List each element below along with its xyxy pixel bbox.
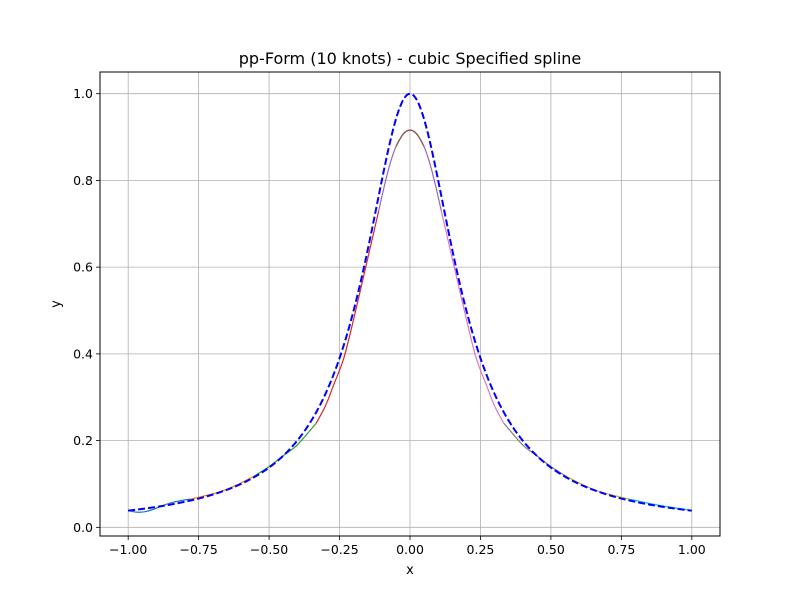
x-tick-label: 0.50 (537, 542, 565, 557)
x-axis-label: x (406, 563, 414, 578)
grid (100, 72, 720, 536)
y-tick-label: 0.2 (73, 433, 93, 448)
spline-segment-7 (503, 422, 568, 478)
y-axis-label: y (49, 300, 64, 308)
x-tick-label: −1.00 (109, 542, 147, 557)
spline-segment-2 (252, 422, 317, 478)
reference-function-line (128, 92, 692, 512)
y-tick-label: 0.0 (73, 520, 93, 535)
y-tick-label: 0.6 (73, 260, 93, 275)
spline-segment-6 (440, 210, 505, 424)
x-tick-label: 1.00 (678, 542, 706, 557)
y-tick-label: 1.0 (73, 86, 93, 101)
x-tick-label: −0.25 (320, 542, 358, 557)
spline-segment-1 (190, 476, 254, 500)
x-tick-label: 0.25 (467, 542, 495, 557)
chart-title: pp-Form (10 knots) - cubic Specified spl… (239, 49, 582, 68)
x-tick-label: −0.75 (179, 542, 217, 557)
y-tick-label: 0.4 (73, 346, 93, 361)
x-tick-label: 0.75 (607, 542, 635, 557)
y-tick-label: 0.8 (73, 173, 93, 188)
x-tick-label: −0.50 (250, 542, 288, 557)
spline-segment-8 (566, 476, 630, 500)
spline-segment-3 (315, 210, 380, 424)
spline-segment-5 (395, 129, 425, 147)
ticks: −1.00 −0.75 −0.50 −0.25 0.00 0.25 0.50 0.75 1.00… (73, 86, 706, 557)
x-tick-label: 0.00 (396, 542, 424, 557)
series-layer (128, 92, 692, 513)
